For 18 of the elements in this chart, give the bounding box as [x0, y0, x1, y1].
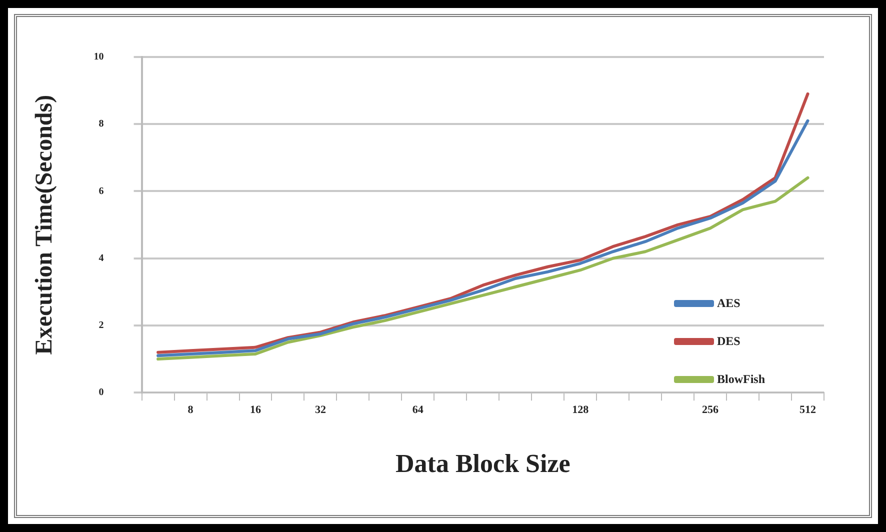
legend-label: BlowFish	[717, 372, 766, 388]
legend-label: DES	[717, 334, 740, 350]
y-tick-label: 2	[98, 320, 104, 332]
x-axis-title: Data Block Size	[396, 449, 570, 478]
y-tick-label: 6	[98, 186, 104, 197]
x-tick-label: 128	[572, 404, 590, 416]
x-tick-label: 512	[800, 404, 817, 416]
y-tick-label: 4	[98, 252, 104, 264]
x-tick-label: 16	[250, 404, 262, 416]
y-tick-label: 10	[94, 52, 104, 63]
x-tick-label: 8	[188, 404, 194, 416]
x-tick-label: 256	[702, 404, 720, 416]
y-axis-title: Execution Time(Seconds)	[32, 94, 58, 355]
x-tick-label: 64	[412, 404, 424, 416]
x-tick-label: 32	[314, 404, 326, 416]
y-tick-label: 0	[98, 387, 104, 398]
legend-label: AES	[717, 296, 740, 312]
y-tick-label: 8	[98, 118, 104, 130]
